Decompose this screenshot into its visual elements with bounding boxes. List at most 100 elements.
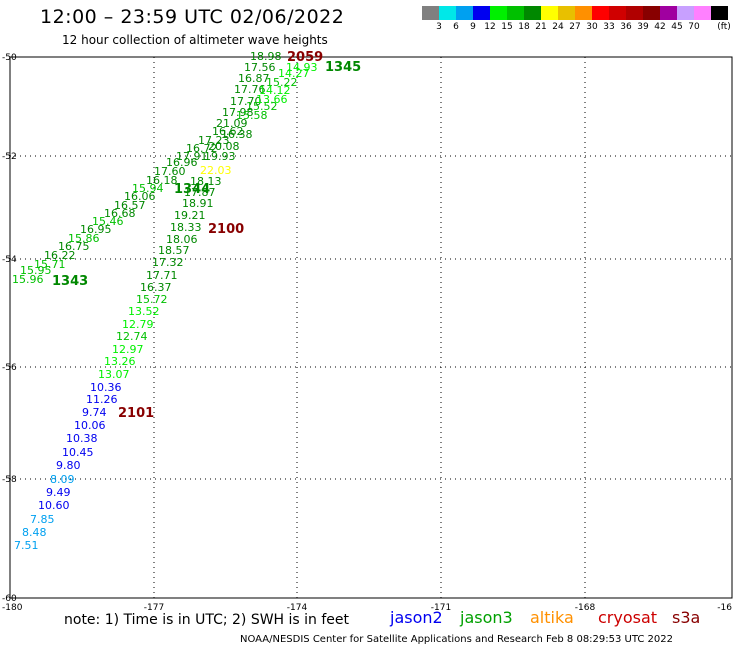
colorbar-label: 70: [688, 22, 700, 32]
swh-value: 14.12: [259, 84, 291, 97]
lon-label: -171: [431, 603, 451, 613]
swh-value: 12.97: [112, 343, 144, 356]
lat-label: -60: [2, 594, 17, 604]
colorbar-label: 24: [552, 22, 564, 32]
colorbar-cell: [711, 6, 728, 20]
swh-value: 19.93: [204, 150, 236, 163]
swh-value: 10.60: [38, 499, 70, 512]
map-title: 12:00 – 23:59 UTC 02/06/2022: [40, 6, 345, 28]
swh-value: 15.86: [68, 232, 100, 245]
swh-value: 17.87: [184, 186, 216, 199]
colorbar-cell: [524, 6, 541, 20]
swh-value: 17.98: [222, 106, 254, 119]
swh-value: 17.76: [234, 83, 266, 96]
lon-label: -177: [144, 603, 164, 613]
swh-value: 9.80: [56, 459, 81, 472]
swh-value: 16.68: [104, 207, 136, 220]
footer-note: note: 1) Time is in UTC; 2) SWH is in fe…: [64, 612, 350, 628]
swh-value: 16.62: [212, 125, 244, 138]
colorbar: [422, 6, 728, 20]
swh-value: 18.57: [158, 244, 190, 257]
swh-value: 16.87: [238, 72, 270, 85]
colorbar-cell: [609, 6, 626, 20]
swh-value: 16.72: [186, 142, 218, 155]
swh-value: 13.26: [104, 355, 136, 368]
colorbar-label: 27: [569, 22, 581, 32]
satellite-jason3: jason3: [460, 608, 513, 627]
swh-value: 17.32: [152, 256, 184, 269]
colorbar-cell: [473, 6, 490, 20]
swh-value: 15.22: [266, 76, 298, 89]
longitude-labels: -180 -177 -174 -171 -168 -16: [2, 603, 732, 613]
map-subtitle: 12 hour collection of altimeter wave hei…: [62, 33, 328, 47]
swh-value: 21.09: [216, 117, 248, 130]
map-frame: [9, 56, 733, 599]
swh-value: 14.27: [278, 67, 310, 80]
swh-value: 16.96: [166, 156, 198, 169]
satellite-s3a: s3a: [672, 608, 701, 627]
colorbar-cell: [507, 6, 524, 20]
swh-value: 15.46: [92, 215, 124, 228]
colorbar-label: 39: [637, 22, 649, 32]
swh-value: 22.03: [200, 164, 232, 177]
swh-value: 17.60: [154, 165, 186, 178]
colorbar-cell: [575, 6, 592, 20]
lon-label: -168: [575, 603, 596, 613]
colorbar-cell: [660, 6, 677, 20]
track-time-label: 2059: [287, 50, 323, 65]
swh-value: 17.70: [230, 95, 262, 108]
colorbar-cell: [694, 6, 711, 20]
swh-value: 18.33: [170, 221, 202, 234]
colorbar-label: 9: [470, 22, 476, 32]
swh-value: 18.91: [182, 197, 214, 210]
swh-value: 10.45: [62, 446, 94, 459]
track-time-label: 1343: [52, 274, 88, 289]
lat-label: -58: [2, 475, 17, 485]
colorbar-cell: [456, 6, 473, 20]
track-time-label: 2100: [208, 222, 244, 237]
lon-label: -180: [2, 603, 23, 613]
lat-label: -54: [2, 255, 17, 265]
swh-value: 19.21: [174, 209, 206, 222]
swh-value: 8.09: [50, 473, 75, 486]
colorbar-label: 12: [484, 22, 496, 32]
colorbar-label: 30: [586, 22, 598, 32]
track-time-label: 2101: [118, 406, 154, 421]
swh-value: 16.75: [58, 240, 90, 253]
colorbar-cell: [643, 6, 660, 20]
swh-value: 13.52: [128, 305, 160, 318]
swh-value: 10.06: [74, 419, 106, 432]
lat-lon-grid: [10, 57, 732, 598]
colorbar-label: 21: [535, 22, 547, 32]
swh-value: 16.22: [44, 249, 76, 262]
swh-value: 10.36: [90, 381, 122, 394]
colorbar-unit: (ft): [717, 22, 731, 32]
swh-value: 7.51: [14, 539, 39, 552]
swh-value: 12.74: [116, 330, 148, 343]
swh-value: 15.72: [136, 293, 168, 306]
colorbar-cell: [422, 6, 439, 20]
lon-label: -174: [287, 603, 308, 613]
lat-label: -52: [2, 152, 17, 162]
swh-value: 20.08: [208, 140, 240, 153]
colorbar-cell: [626, 6, 643, 20]
colorbar-cell: [558, 6, 575, 20]
colorbar-label: 33: [603, 22, 615, 32]
colorbar-cell: [439, 6, 456, 20]
colorbar-label: 45: [671, 22, 683, 32]
swh-value: 18.98: [250, 50, 282, 63]
satellite-jason2: jason2: [390, 608, 443, 627]
colorbar-label: 36: [620, 22, 632, 32]
lat-label: -50: [2, 53, 17, 63]
footer-credit: NOAA/NESDIS Center for Satellite Applica…: [240, 634, 673, 645]
latitude-labels: -50 -52 -54 -56 -58 -60: [2, 53, 17, 604]
swh-value: 16.38: [221, 128, 253, 141]
swh-value: 16.06: [124, 190, 156, 203]
colorbar-cell: [490, 6, 507, 20]
track-time-label: 1344: [174, 182, 210, 197]
colorbar-label: 18: [518, 22, 530, 32]
track-time-label: 1345: [325, 60, 361, 75]
swh-value: 13.66: [256, 93, 288, 106]
